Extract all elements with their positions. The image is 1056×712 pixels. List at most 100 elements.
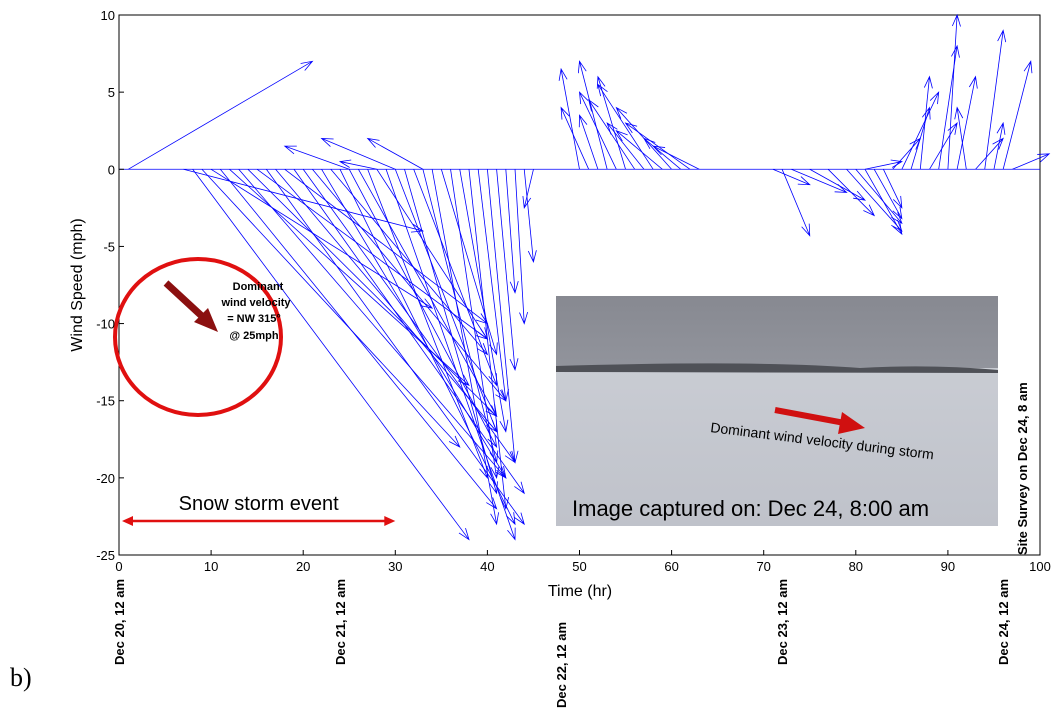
wind-arrow — [954, 106, 967, 170]
wind-arrow — [929, 121, 958, 170]
survey-label: Site Survey on Dec 24, 8 am — [1015, 382, 1030, 555]
wind-arrow — [459, 169, 509, 433]
date-label: Dec 21, 12 am — [333, 579, 348, 665]
wind-arrow — [1002, 60, 1033, 170]
y-tick-label: -15 — [96, 394, 115, 409]
x-tick-label: 90 — [941, 559, 955, 574]
photo-arrowhead — [838, 412, 865, 434]
wind-arrow — [496, 169, 519, 372]
wind-arrow — [578, 91, 617, 170]
wind-arrow — [338, 159, 377, 170]
photo-inset: Dominant wind velocity during storm Imag… — [556, 296, 998, 526]
wind-arrow — [578, 114, 599, 170]
wind-arrow — [873, 169, 903, 220]
wind-arrow — [468, 169, 510, 510]
wind-arrow — [348, 169, 498, 449]
wind-arrow — [128, 60, 314, 170]
wind-arrow — [320, 137, 396, 170]
wind-arrow — [993, 121, 1006, 170]
wind-arrow — [772, 168, 811, 186]
wind-arrow — [293, 169, 525, 495]
wind-arrow — [864, 159, 904, 170]
wind-arrow — [431, 169, 500, 526]
storm-label: Snow storm event — [179, 493, 340, 515]
wind-arrow — [588, 98, 636, 170]
y-axis-label: Wind Speed (mph) — [69, 218, 86, 351]
wind-arrow — [560, 106, 590, 170]
y-tick-label: -25 — [96, 548, 115, 563]
wind-arrow — [219, 169, 498, 510]
wind-arrow — [440, 169, 498, 356]
wind-arrow — [450, 169, 500, 480]
date-label: Dec 23, 12 am — [775, 579, 790, 665]
wind-arrow — [883, 169, 903, 209]
wind-arrow — [385, 169, 516, 541]
x-tick-label: 40 — [480, 559, 494, 574]
wind-arrow — [422, 169, 499, 464]
wind-arrow — [956, 75, 978, 170]
x-tick-label: 80 — [849, 559, 863, 574]
photo-snow — [556, 368, 998, 526]
wind-arrow — [522, 169, 534, 210]
wind-arrow — [827, 169, 876, 217]
photo-caption: Image captured on: Dec 24, 8:00 am — [572, 496, 929, 521]
wind-arrow — [505, 169, 519, 294]
wind-arrow — [523, 169, 537, 264]
wind-arrow — [901, 91, 940, 170]
note-line: wind velocity — [220, 297, 291, 309]
note-arrow — [163, 280, 208, 322]
wind-arrow — [1012, 153, 1051, 170]
x-tick-label: 20 — [296, 559, 310, 574]
wind-arrow — [975, 137, 1004, 170]
x-tick-label: 30 — [388, 559, 402, 574]
wind-arrow — [558, 67, 580, 170]
wind-arrow — [366, 137, 424, 170]
arrows — [119, 13, 1051, 541]
note-circle — [113, 257, 283, 417]
y-tick-label: -20 — [96, 471, 115, 486]
note-line: Dominant — [233, 281, 284, 293]
x-tick-label: 100 — [1029, 559, 1051, 574]
wind-arrow — [192, 169, 470, 541]
wind-arrow — [514, 169, 529, 325]
x-tick-label: 50 — [572, 559, 586, 574]
wind-arrow — [283, 145, 350, 170]
wind-arrow — [577, 60, 608, 170]
dominant-note: Dominant wind velocity = NW 315° @ 25mph — [113, 257, 291, 417]
panel-label: b) — [10, 663, 32, 692]
wind-arrow — [597, 83, 654, 170]
wind-arrow — [864, 169, 903, 236]
wind-arrow — [201, 169, 461, 448]
wind-arrow — [183, 168, 425, 233]
photo-arrow — [774, 407, 851, 427]
note-line: @ 25mph — [229, 330, 279, 342]
wind-arrow — [984, 29, 1007, 170]
wind-arrow — [487, 169, 519, 464]
note-line: = NW 315° — [227, 313, 281, 325]
x-tick-label: 70 — [756, 559, 770, 574]
y-tick-label: -10 — [96, 317, 115, 332]
wind-arrow — [947, 13, 961, 170]
storm-arrowhead — [122, 516, 133, 526]
wind-arrow — [846, 169, 903, 232]
wind-arrow — [210, 168, 434, 309]
wind-arrow — [477, 169, 509, 402]
x-tick-label: 60 — [664, 559, 678, 574]
date-label: Dec 20, 12 am — [112, 579, 127, 665]
x-tick-label: 0 — [115, 559, 122, 574]
y-tick-label: 0 — [108, 162, 115, 177]
y-tick-label: -5 — [103, 239, 115, 254]
wind-arrow — [910, 106, 931, 170]
wind-arrow — [606, 122, 645, 170]
note-arrowhead — [194, 308, 218, 332]
wind-arrow — [624, 122, 691, 170]
wind-arrow — [615, 129, 663, 170]
y-tick-label: 5 — [108, 85, 115, 100]
wind-arrow — [321, 169, 507, 479]
wind-arrow — [781, 169, 811, 237]
wind-arrow — [367, 169, 488, 479]
x-tick-label: 10 — [204, 559, 218, 574]
wind-arrow — [652, 145, 700, 170]
x-axis-label: Time (hr) — [548, 583, 612, 600]
